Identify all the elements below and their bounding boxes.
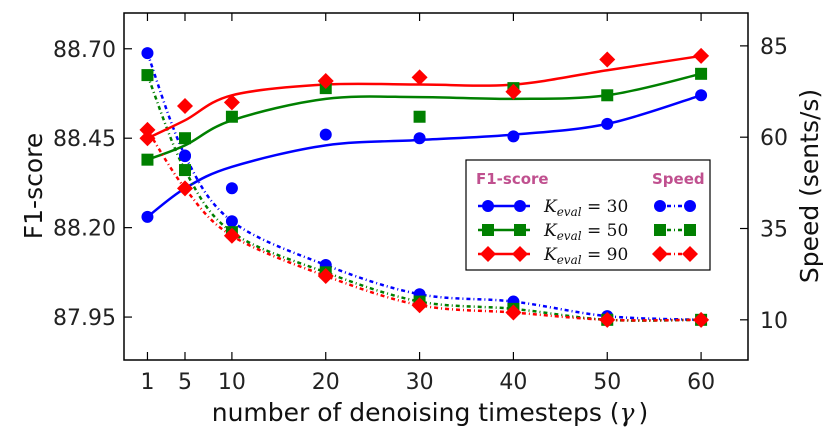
x-tick-label: 30	[406, 370, 434, 395]
y-axis-right-title: Speed (sents/s)	[795, 89, 824, 283]
x-axis-title-symbol: γ	[620, 398, 635, 427]
x-axis-title: number of denoising timesteps (γ)	[212, 398, 649, 427]
y-axis-left-title: F1-score	[19, 133, 48, 239]
f1-point-k-eval-30	[141, 210, 154, 223]
f1-point-k-eval-90	[505, 83, 522, 100]
f1-point-k-eval-30	[695, 89, 708, 102]
legend-label: Keval = 30	[543, 197, 628, 219]
axis-ticks: 1 5 10 20 30 40 50 60 87.95 88.20 88.45 88.70 10 35 60…	[53, 13, 788, 395]
f1-point-k-eval-90	[693, 47, 710, 64]
x-axis-title-close: )	[639, 398, 649, 427]
y-left-tick-label: 88.70	[53, 38, 116, 63]
speed-point-k-eval-90	[317, 267, 334, 284]
y-left-tick-label: 88.20	[53, 217, 116, 242]
y-right-tick-label: 85	[760, 35, 788, 60]
y-right-tick-label: 60	[760, 126, 788, 151]
speed-point-k-eval-30	[225, 215, 238, 228]
f1-point-k-eval-90	[411, 69, 428, 86]
legend-box	[465, 159, 711, 271]
legend-f1-marker	[514, 200, 526, 212]
speed-point-k-eval-90	[176, 180, 193, 197]
plot-frame	[123, 12, 749, 361]
f1-point-k-eval-90	[599, 51, 616, 68]
legend-speed-marker	[682, 246, 698, 262]
y-right-tick-label: 10	[760, 309, 788, 334]
f1-point-k-eval-50	[225, 110, 238, 123]
f1-point-k-eval-30	[225, 182, 238, 195]
f1-point-k-eval-30	[319, 128, 332, 141]
f1-point-k-eval-50	[695, 67, 708, 80]
legend-speed-marker	[654, 224, 666, 236]
f1-point-k-eval-50	[413, 110, 426, 123]
legend-header-f1: F1-score	[476, 170, 549, 188]
plot-content	[139, 47, 710, 328]
x-tick-label: 20	[312, 370, 340, 395]
speed-line-k-eval-90	[146, 129, 702, 322]
x-tick-label: 10	[218, 370, 246, 395]
legend-f1-marker	[514, 224, 526, 236]
f1-point-k-eval-90	[176, 98, 193, 115]
speed-point-k-eval-90	[599, 311, 616, 328]
f1-point-k-eval-90	[223, 94, 240, 111]
legend-f1-marker	[512, 246, 528, 262]
x-tick-label: 40	[499, 370, 527, 395]
speed-point-k-eval-90	[223, 227, 240, 244]
speed-point-k-eval-90	[693, 311, 710, 328]
legend-f1-marker	[482, 200, 494, 212]
legend-speed-marker	[684, 224, 696, 236]
x-tick-label: 50	[593, 370, 621, 395]
f1-point-k-eval-30	[507, 130, 520, 143]
legend-f1-marker	[480, 246, 496, 262]
f1-point-k-eval-30	[413, 132, 426, 145]
speed-point-k-eval-30	[141, 47, 154, 60]
speed-point-k-eval-50	[141, 69, 154, 82]
speed-point-k-eval-90	[411, 297, 428, 314]
y-left-tick-label: 88.45	[53, 127, 116, 152]
y-right-tick-label: 35	[760, 218, 788, 243]
f1-point-k-eval-30	[178, 150, 191, 163]
legend-speed-marker	[654, 200, 666, 212]
y-left-tick-label: 87.95	[53, 306, 116, 331]
legend-f1-marker	[482, 224, 494, 236]
f1-point-k-eval-50	[601, 89, 614, 102]
legend-speed-marker	[652, 246, 668, 262]
legend-label: Keval = 50	[543, 221, 628, 243]
x-tick-label: 1	[140, 370, 154, 395]
speed-point-k-eval-90	[139, 121, 156, 138]
legend-speed-marker	[684, 200, 696, 212]
x-tick-label: 5	[178, 370, 192, 395]
f1-point-k-eval-90	[139, 130, 156, 147]
f1-point-k-eval-50	[178, 132, 191, 145]
speed-point-k-eval-90	[505, 304, 522, 321]
f1-point-k-eval-30	[601, 117, 614, 130]
x-tick-label: 60	[687, 370, 715, 395]
legend-label: Keval = 90	[543, 245, 628, 267]
legend-header-speed: Speed	[652, 170, 705, 188]
f1-point-k-eval-90	[317, 72, 334, 89]
f1-point-k-eval-50	[141, 153, 154, 166]
x-axis-title-text: number of denoising timesteps (	[212, 398, 620, 427]
f1-line-k-eval-90	[146, 54, 702, 140]
speed-point-k-eval-50	[178, 164, 191, 177]
